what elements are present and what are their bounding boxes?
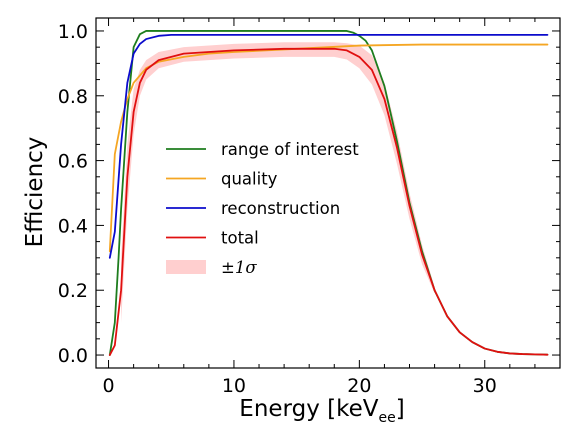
x-tick-label: 20 bbox=[347, 375, 371, 397]
y-tick-label: 0.4 bbox=[58, 215, 88, 237]
sigma-band-layer bbox=[121, 42, 435, 323]
y-tick-label: 1.0 bbox=[58, 21, 88, 43]
series-line-total bbox=[108, 47, 549, 356]
x-axis-label-suffix: ] bbox=[396, 396, 405, 422]
x-tick-label: 10 bbox=[222, 375, 246, 397]
legend-label-quality: quality bbox=[221, 170, 278, 189]
tick-labels-layer: 0 10 20 30 0.0 0.2 0.4 0.6 0.8 1.0 bbox=[58, 21, 497, 397]
y-axis-label: Efficiency bbox=[22, 137, 48, 248]
series-line-range-of-interest bbox=[108, 30, 549, 356]
y-tick-label: 0.2 bbox=[58, 280, 88, 302]
y-tick-label: 0.6 bbox=[58, 151, 88, 173]
legend-label-reconstruction: reconstruction bbox=[221, 199, 340, 218]
x-tick-label: 30 bbox=[473, 375, 497, 397]
legend-label-sigma-band: ±1σ bbox=[221, 258, 257, 277]
y-tick-label: 0.0 bbox=[58, 345, 88, 367]
plot-frame bbox=[95, 17, 561, 369]
axis-ticks-layer bbox=[96, 18, 560, 368]
sigma-band bbox=[121, 42, 435, 323]
x-axis-label: Energy [keVee] bbox=[239, 396, 404, 426]
x-axis-label-main: Energy [keV bbox=[239, 396, 378, 422]
series-lines-layer bbox=[108, 30, 549, 356]
series-line-quality bbox=[108, 43, 549, 253]
x-tick-label: 0 bbox=[102, 375, 114, 397]
legend-label-total: total bbox=[221, 229, 259, 248]
legend-label-range-of-interest: range of interest bbox=[221, 140, 359, 159]
legend: range of interest quality reconstruction to… bbox=[166, 140, 359, 277]
series-line-reconstruction bbox=[108, 33, 549, 259]
x-axis-label-subscript: ee bbox=[378, 410, 395, 426]
y-tick-label: 0.8 bbox=[58, 86, 88, 108]
legend-swatch-sigma-band bbox=[166, 260, 206, 274]
